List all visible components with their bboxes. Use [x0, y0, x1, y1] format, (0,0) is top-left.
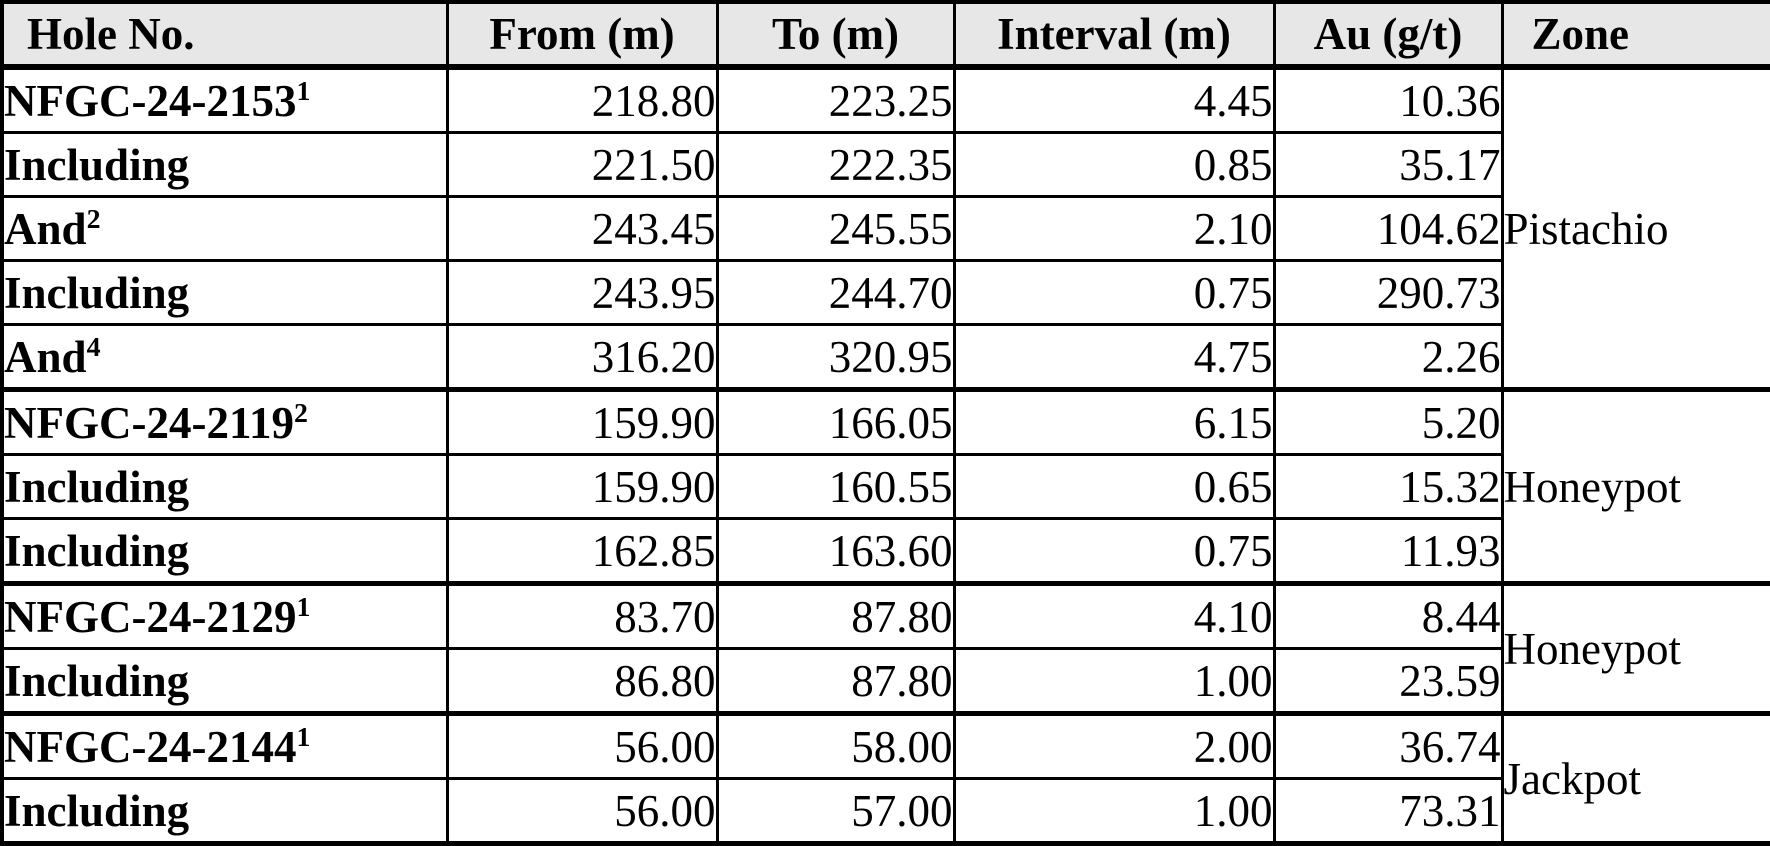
hole-cell: Including — [0, 517, 447, 584]
hole-cell: And2 — [0, 195, 447, 261]
table-row: NFGC-24-21441 56.00 58.00 2.00 36.74 Jackpot — [0, 711, 1770, 844]
footnote-ref: 1 — [296, 721, 311, 753]
to-cell: 87.80 — [715, 647, 954, 714]
to-cell: 160.55 — [715, 453, 954, 519]
interval-cell: 2.00 — [952, 711, 1274, 779]
table-row: Including 159.90 160.55 0.65 15.32 — [0, 453, 1770, 519]
au-cell: 73.31 — [1272, 777, 1502, 844]
to-cell: 166.05 — [715, 387, 954, 455]
hole-cell: Including — [0, 453, 447, 519]
footnote-ref: 2 — [293, 397, 308, 429]
au-cell: 36.74 — [1272, 711, 1502, 779]
to-cell: 245.55 — [715, 195, 954, 261]
table-body: NFGC-24-21531 218.80 223.25 4.45 10.36 Pistac… — [0, 64, 1770, 844]
table-row: And4 316.20 320.95 4.75 2.26 — [0, 323, 1770, 390]
hole-cell: NFGC-24-21441 — [0, 711, 447, 779]
from-cell: 243.45 — [445, 195, 717, 261]
hole-cell: NFGC-24-21291 — [0, 581, 447, 649]
au-cell: 10.36 — [1272, 64, 1502, 133]
interval-cell: 1.00 — [952, 647, 1274, 714]
zone-cell: Jackpot — [1500, 711, 1770, 844]
hole-cell: NFGC-24-21192 — [0, 387, 447, 455]
from-cell: 159.90 — [445, 453, 717, 519]
from-cell: 243.95 — [445, 259, 717, 325]
interval-cell: 6.15 — [952, 387, 1274, 455]
interval-cell: 0.75 — [952, 259, 1274, 325]
footnote-ref: 1 — [296, 75, 311, 107]
au-cell: 104.62 — [1272, 195, 1502, 261]
interval-cell: 0.65 — [952, 453, 1274, 519]
au-cell: 23.59 — [1272, 647, 1502, 714]
to-cell: 58.00 — [715, 711, 954, 779]
footnote-ref: 1 — [296, 591, 311, 623]
interval-cell: 4.45 — [952, 64, 1274, 133]
from-cell: 86.80 — [445, 647, 717, 714]
footnote-ref: 4 — [86, 331, 101, 363]
from-cell: 56.00 — [445, 777, 717, 844]
interval-cell: 4.10 — [952, 581, 1274, 649]
table-row: And2 243.45 245.55 2.10 104.62 — [0, 195, 1770, 261]
au-cell: 11.93 — [1272, 517, 1502, 584]
header-row: Hole No. From (m) To (m) Interval (m) Au… — [0, 2, 1770, 70]
hole-cell: Including — [0, 131, 447, 197]
au-cell: 15.32 — [1272, 453, 1502, 519]
table-row: Including 243.95 244.70 0.75 290.73 — [0, 259, 1770, 325]
from-cell: 83.70 — [445, 581, 717, 649]
zone-cell: Honeypot — [1500, 387, 1770, 584]
to-cell: 163.60 — [715, 517, 954, 584]
hole-cell: Including — [0, 259, 447, 325]
to-cell: 87.80 — [715, 581, 954, 649]
col-header-hole-no: Hole No. — [0, 2, 447, 70]
interval-cell: 2.10 — [952, 195, 1274, 261]
table-row: Including 221.50 222.35 0.85 35.17 — [0, 131, 1770, 197]
table-row: NFGC-24-21291 83.70 87.80 4.10 8.44 Honeypot — [0, 581, 1770, 714]
zone-cell: Honeypot — [1500, 581, 1770, 714]
to-cell: 222.35 — [715, 131, 954, 197]
col-header-to: To (m) — [715, 2, 954, 70]
col-header-zone: Zone — [1500, 2, 1770, 70]
from-cell: 162.85 — [445, 517, 717, 584]
au-cell: 5.20 — [1272, 387, 1502, 455]
table-row: Including 162.85 163.60 0.75 11.93 — [0, 517, 1770, 584]
to-cell: 244.70 — [715, 259, 954, 325]
footnote-ref: 2 — [86, 203, 101, 235]
from-cell: 221.50 — [445, 131, 717, 197]
hole-cell: NFGC-24-21531 — [0, 64, 447, 133]
table-row: Including 86.80 87.80 1.00 23.59 — [0, 647, 1770, 714]
au-cell: 35.17 — [1272, 131, 1502, 197]
hole-cell: And4 — [0, 323, 447, 390]
col-header-au: Au (g/t) — [1272, 2, 1502, 70]
au-cell: 8.44 — [1272, 581, 1502, 649]
from-cell: 218.80 — [445, 64, 717, 133]
interval-cell: 1.00 — [952, 777, 1274, 844]
to-cell: 223.25 — [715, 64, 954, 133]
hole-cell: Including — [0, 777, 447, 844]
table-row: NFGC-24-21531 218.80 223.25 4.45 10.36 Pistac… — [0, 64, 1770, 390]
hole-cell: Including — [0, 647, 447, 714]
zone-cell: Pistachio — [1500, 64, 1770, 390]
interval-cell: 0.85 — [952, 131, 1274, 197]
to-cell: 57.00 — [715, 777, 954, 844]
to-cell: 320.95 — [715, 323, 954, 390]
col-header-interval: Interval (m) — [952, 2, 1274, 70]
from-cell: 316.20 — [445, 323, 717, 390]
au-cell: 290.73 — [1272, 259, 1502, 325]
table-row: NFGC-24-21192 159.90 166.05 6.15 5.20 Honeypo… — [0, 387, 1770, 584]
col-header-from: From (m) — [445, 2, 717, 70]
from-cell: 159.90 — [445, 387, 717, 455]
interval-cell: 0.75 — [952, 517, 1274, 584]
au-cell: 2.26 — [1272, 323, 1502, 390]
interval-cell: 4.75 — [952, 323, 1274, 390]
from-cell: 56.00 — [445, 711, 717, 779]
